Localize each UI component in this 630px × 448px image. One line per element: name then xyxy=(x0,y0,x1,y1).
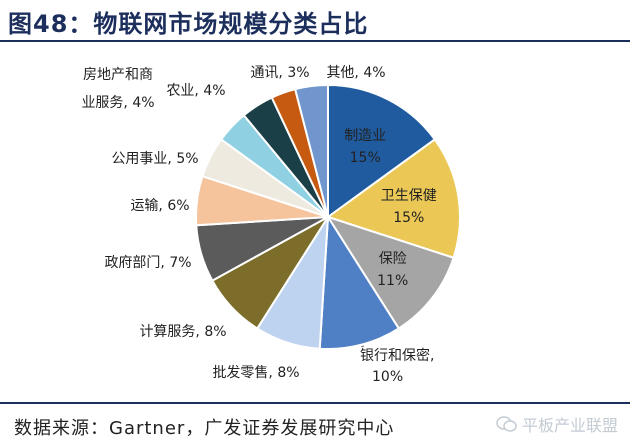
slice-label: 卫生保健 xyxy=(381,188,437,204)
slice-label: 银行和保密, xyxy=(360,347,434,364)
slice-label: 农业, 4% xyxy=(166,83,225,99)
pie-slice xyxy=(293,83,329,218)
figure-title: 图48：物联网市场规模分类占比 xyxy=(8,10,369,38)
slice-label: 运输, 6% xyxy=(130,198,189,214)
slice-label: 计算服务, 8% xyxy=(139,324,226,340)
leader-line xyxy=(361,345,365,348)
pie-slice xyxy=(325,215,455,330)
slice-label: 其他, 4% xyxy=(326,65,385,81)
slice-value-label: 15% xyxy=(350,150,381,166)
figure-header: 图48：物联网市场规模分类占比 xyxy=(0,0,630,42)
figure-source: 数据来源：Gartner，广发证券发展研究中心 xyxy=(14,418,395,439)
slice-value-label: 11% xyxy=(377,273,408,289)
watermark-text: 平板产业联盟 xyxy=(521,416,618,435)
wechat-icon xyxy=(496,416,517,432)
slice-label: 批发零售, 8% xyxy=(212,365,299,381)
slice-label: 通讯, 3% xyxy=(250,65,309,81)
slice-label: 业服务, 4% xyxy=(81,95,154,111)
pie-slice xyxy=(318,213,401,350)
figure-footer: 数据来源：Gartner，广发证券发展研究中心 平板产业联盟 xyxy=(0,402,630,448)
slice-value-label: 15% xyxy=(393,210,424,226)
slice-label: 10% xyxy=(372,369,403,385)
pie-chart: 制造业 15% 卫生保健 15% 保险 11% 银行和保密, 10% 批发零售, 8% 计算服务,… xyxy=(81,65,461,385)
slice-label: 政府部门, 7% xyxy=(104,255,191,271)
slice-label: 房地产和商 xyxy=(83,67,153,83)
pie-slice xyxy=(327,83,437,219)
slice-label: 保险 xyxy=(379,251,407,267)
slice-label: 制造业 xyxy=(344,128,386,144)
watermark: 平板产业联盟 xyxy=(496,412,618,436)
slice-label: 公用事业, 5% xyxy=(111,151,198,167)
pie-slice xyxy=(325,138,461,260)
